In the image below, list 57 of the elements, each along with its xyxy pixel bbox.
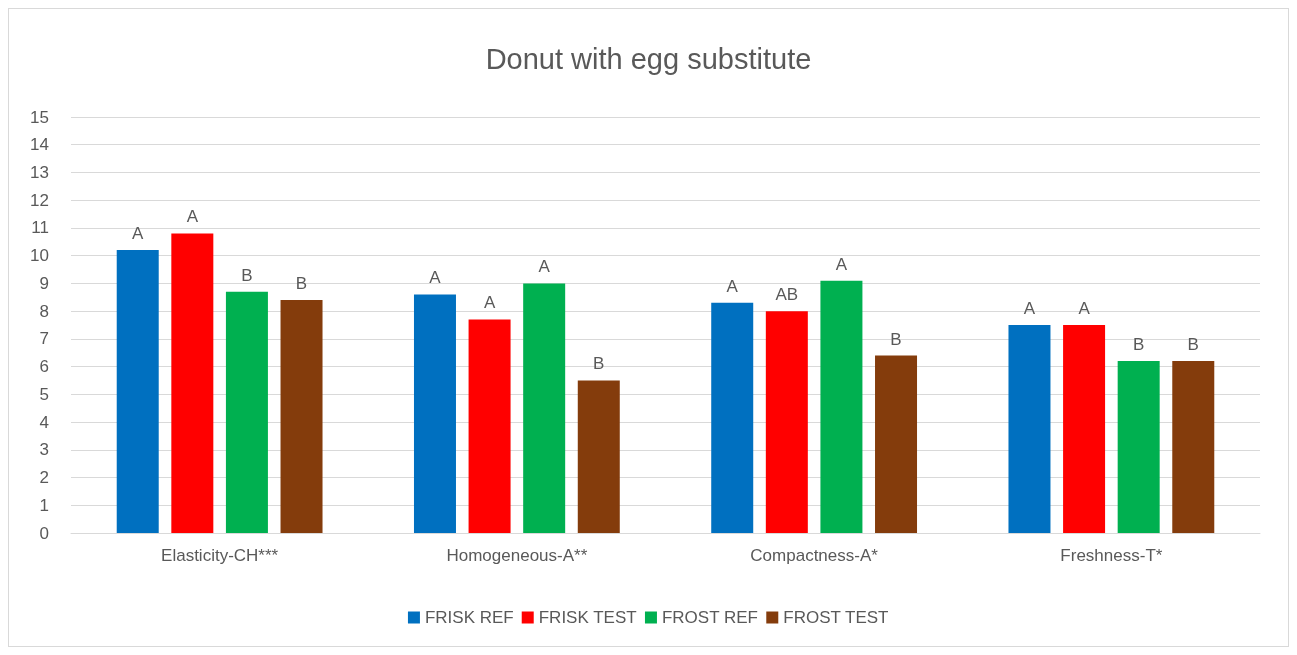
y-tick-label: 10 <box>30 246 49 266</box>
y-tick-label: 1 <box>39 495 49 515</box>
y-tick-label: 12 <box>30 190 49 210</box>
legend-label: FRISK REF <box>424 608 514 627</box>
y-tick-label: 9 <box>39 273 49 293</box>
y-tick-label: 13 <box>30 162 49 182</box>
data-label: B <box>295 274 308 294</box>
x-tick-label: Homogeneous-A** <box>446 546 588 565</box>
data-label: A <box>483 293 496 313</box>
chart-title: Donut with egg substitute <box>485 42 812 75</box>
data-label: B <box>241 265 253 285</box>
y-tick-label: 2 <box>39 468 49 488</box>
legend-label: FROST REF <box>661 608 758 627</box>
bar <box>875 355 918 533</box>
bar <box>225 291 268 533</box>
data-label: A <box>186 207 199 227</box>
data-label: A <box>726 276 739 296</box>
y-tick-label: 7 <box>39 329 49 349</box>
data-label: B <box>890 329 902 349</box>
bar <box>468 319 511 533</box>
x-tick-label: Elasticity-CH*** <box>161 546 279 565</box>
data-label: A <box>538 257 551 277</box>
data-label: A <box>1023 299 1036 318</box>
bar <box>413 294 456 533</box>
bar <box>1172 361 1215 533</box>
bar <box>1117 361 1160 533</box>
y-tick-label: 4 <box>39 412 49 432</box>
y-tick-label: 11 <box>31 218 49 238</box>
bar <box>280 300 323 533</box>
bar <box>523 283 566 533</box>
x-tick-label: Compactness-A* <box>750 546 879 565</box>
legend-label: FRISK TEST <box>538 608 637 627</box>
bar <box>171 233 214 533</box>
bar <box>1063 325 1106 533</box>
y-tick-label: 8 <box>39 301 49 321</box>
y-tick-label: 5 <box>39 384 49 404</box>
bar <box>116 250 159 533</box>
bar <box>765 311 808 533</box>
data-label: B <box>1133 335 1145 355</box>
data-label: A <box>429 268 442 288</box>
x-tick-label: Freshness-T* <box>1060 546 1163 565</box>
y-tick-label: 3 <box>39 440 49 460</box>
data-label: B <box>1187 335 1199 355</box>
bar <box>820 280 863 533</box>
data-label: A <box>132 224 145 244</box>
y-tick-label: 14 <box>30 135 49 155</box>
data-label: AB <box>775 285 799 305</box>
bar <box>577 380 620 533</box>
data-label: A <box>835 254 848 274</box>
y-tick-label: 0 <box>39 523 49 543</box>
bar <box>1008 325 1051 533</box>
data-label: B <box>593 354 605 374</box>
y-tick-label: 15 <box>30 107 49 127</box>
y-tick-label: 6 <box>39 357 49 377</box>
bar <box>711 302 754 533</box>
data-label: A <box>1078 299 1091 318</box>
legend-label: FROST TEST <box>783 608 889 627</box>
